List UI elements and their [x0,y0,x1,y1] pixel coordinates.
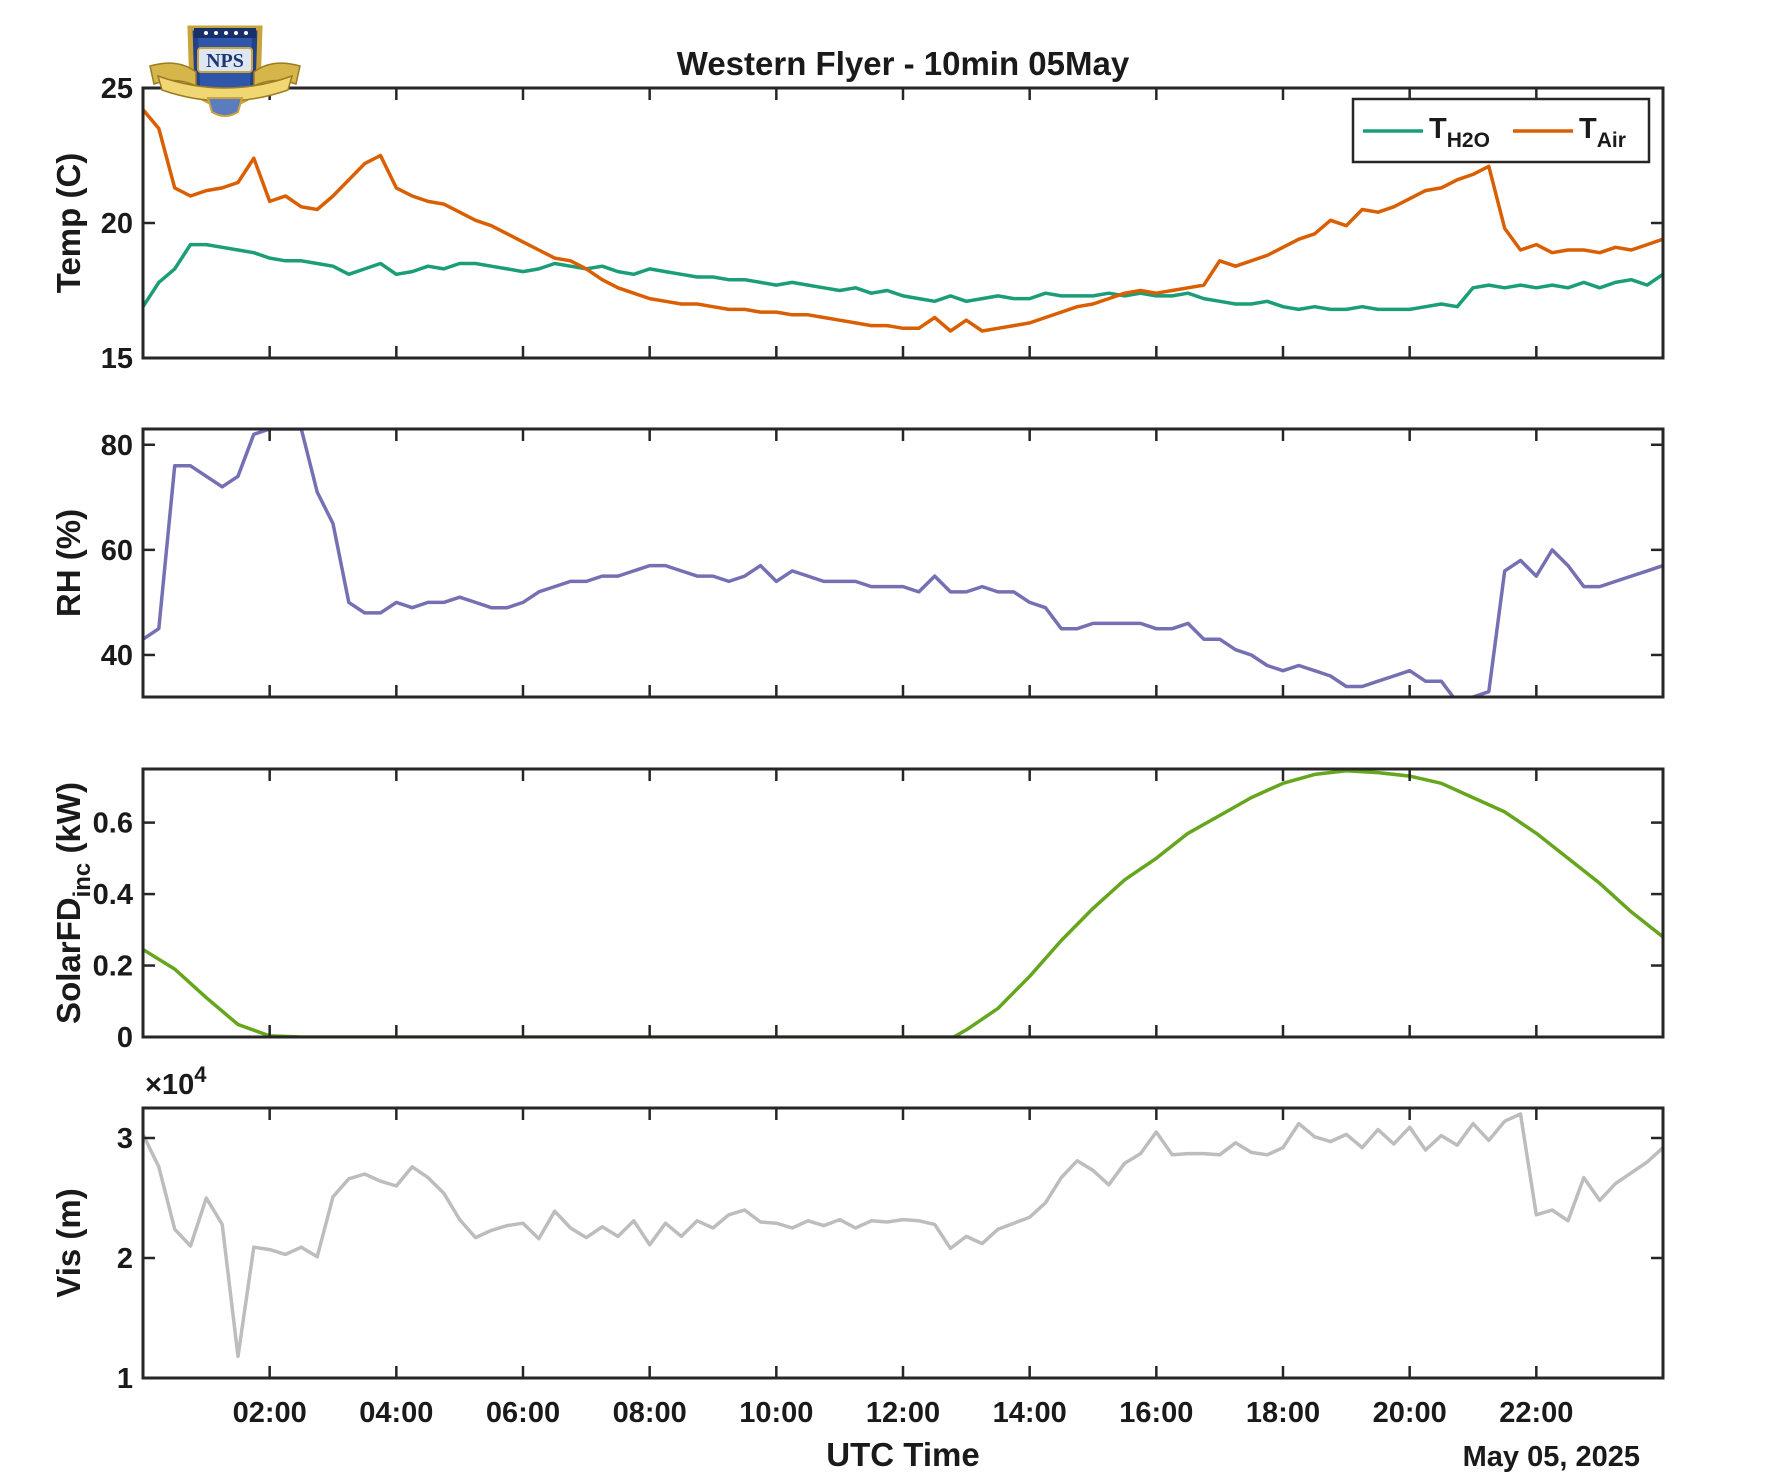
panel-2: 40 60 80 RH (%) [50,427,1665,699]
y-tick-label: 15 [101,343,133,375]
y-tick-label: 1 [117,1363,133,1395]
legend: TH2O TAir [1351,97,1651,164]
x-tick-label: 14:00 [993,1397,1067,1429]
logo-text: NPS [206,50,244,72]
y-axis-label: Vis (m) [50,1188,87,1297]
y-tick-label: 3 [117,1123,133,1155]
panel-4: 02:00 04:00 06:00 08:00 10:00 12:00 14:00 16:00… [50,1062,1665,1473]
y-tick-label: 2 [117,1243,133,1275]
nps-logo: NPS [149,25,301,117]
y-tick-label: 20 [101,208,133,240]
x-tick-label: 10:00 [739,1397,813,1429]
y-tick-label: 40 [101,640,133,672]
series-line-3-1 [143,769,1663,1037]
x-tick-label: 16:00 [1119,1397,1193,1429]
legend-entry-label: TH2O [1429,113,1490,152]
y-tick-label: 0.2 [93,951,133,983]
series-line-1-2 [143,108,1663,333]
x-axis-label: UTC Time [826,1436,979,1473]
chart-title: Western Flyer - 10min 05May [677,45,1130,82]
y-tick-label: 0.4 [93,879,133,911]
x-tick-label: 08:00 [613,1397,687,1429]
x-tick-label: 04:00 [359,1397,433,1429]
x-tick-label: 12:00 [866,1397,940,1429]
x-tick-label: 18:00 [1246,1397,1320,1429]
y-axis-label: SolarFDinc (kW) [50,782,96,1024]
y-tick-label: 0 [117,1022,133,1054]
y-axis-label: RH (%) [50,509,87,617]
x-tick-label: 02:00 [233,1397,307,1429]
series-line-1-1 [143,242,1663,312]
y-exponent-label: ×104 [145,1062,207,1101]
legend-entry-label: TAir [1579,113,1626,152]
y-tick-label: 0.6 [93,808,133,840]
panel-1: 15 20 25 Temp (C) Western Flyer - 10min 05Ma… [50,45,1665,375]
y-tick-label: 80 [101,430,133,462]
series-line-2-1 [143,429,1663,697]
x-tick-label: 22:00 [1499,1397,1573,1429]
y-axis-label: Temp (C) [50,153,87,294]
x-tick-label: 20:00 [1373,1397,1447,1429]
x-tick-label: 06:00 [486,1397,560,1429]
series-line-4-1 [143,1112,1663,1359]
y-tick-label: 60 [101,535,133,567]
y-tick-label: 25 [101,73,133,105]
date-label: May 05, 2025 [1463,1441,1640,1473]
